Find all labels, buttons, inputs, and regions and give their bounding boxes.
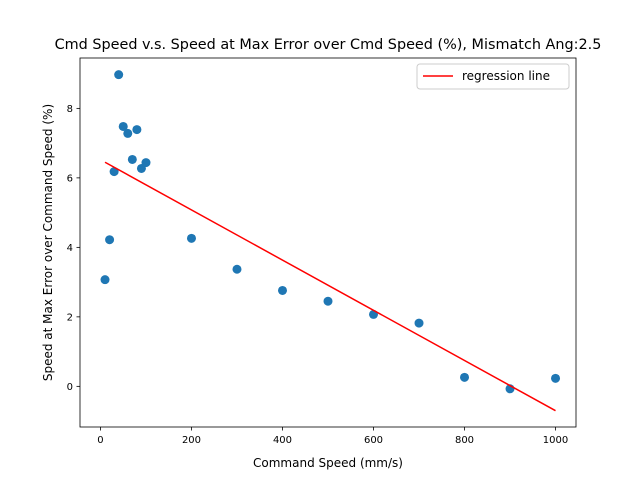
x-tick-label: 1000 [543, 435, 568, 446]
scatter-point [118, 121, 128, 131]
scatter-point [123, 128, 133, 138]
scatter-point [460, 372, 470, 382]
x-tick-label: 400 [273, 435, 292, 446]
legend-box [416, 63, 570, 90]
y-axis-ticks: 0 2 4 6 8 [67, 104, 80, 393]
x-tick-label: 200 [182, 435, 201, 446]
data-marks [100, 70, 561, 412]
y-tick-label: 6 [67, 173, 73, 184]
scatter-point [186, 233, 196, 243]
x-axis-label: Command Speed (mm/s) [253, 456, 403, 470]
y-tick-label: 2 [67, 312, 73, 323]
x-axis-ticks: 0 200 400 600 800 1000 [97, 427, 568, 446]
y-axis-label: Speed at Max Error over Command Speed (%… [41, 104, 55, 381]
legend: regression line [416, 63, 570, 90]
regression-line [104, 161, 556, 412]
x-tick-label: 600 [364, 435, 383, 446]
scatter-point [277, 285, 287, 295]
scatter-point [105, 235, 115, 245]
scatter-point [114, 70, 124, 80]
plot-area [79, 57, 577, 428]
x-tick-label: 0 [97, 435, 103, 446]
y-tick-label: 4 [67, 243, 73, 254]
scatter-point [323, 296, 333, 306]
legend-label-regression-line: regression line [462, 69, 550, 83]
y-tick-label: 0 [67, 382, 73, 393]
x-tick-label: 800 [455, 435, 474, 446]
scatter-point [551, 373, 561, 383]
y-tick-label: 8 [67, 104, 73, 115]
scatter-point [109, 167, 119, 177]
scatter-point [414, 318, 424, 328]
chart-title: Cmd Speed v.s. Speed at Max Error over C… [55, 37, 602, 53]
scatter-point [100, 275, 110, 285]
scatter-point [127, 154, 137, 164]
scatter-point [141, 158, 151, 168]
scatter-point [132, 125, 142, 135]
axes-frame [79, 57, 577, 428]
scatter-point [232, 264, 242, 274]
